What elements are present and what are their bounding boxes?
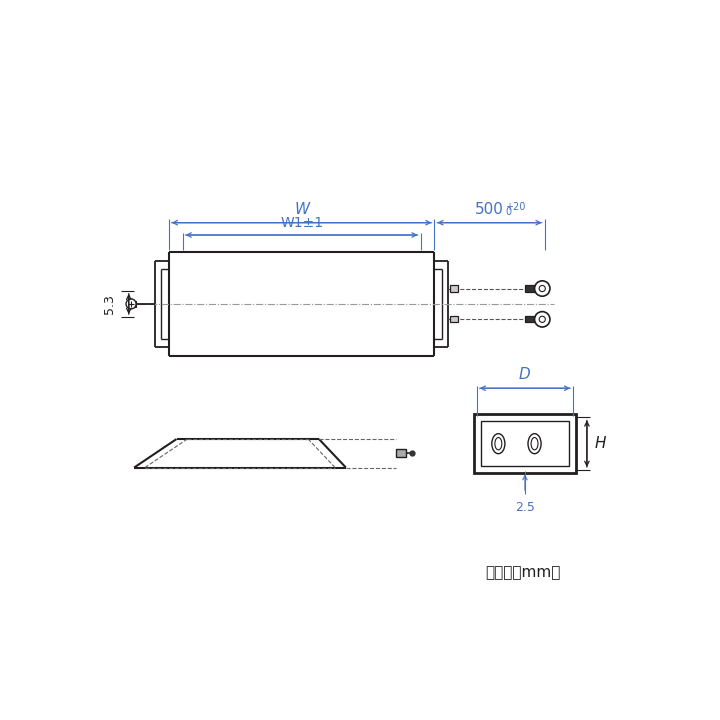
Bar [474,415,576,473]
Text: H: H [595,436,606,451]
Text: 2.5: 2.5 [515,500,535,513]
Bar [450,316,457,323]
Circle shape [534,281,550,296]
Ellipse shape [531,438,538,450]
Text: D: D [519,367,531,382]
Circle shape [534,312,550,327]
Bar [526,316,534,323]
Bar [450,285,457,292]
Bar [526,285,534,292]
Ellipse shape [528,433,541,454]
Text: 500: 500 [475,202,504,217]
Text: W: W [294,202,309,217]
Text: W1±1: W1±1 [280,217,323,230]
Ellipse shape [492,433,505,454]
Text: 0: 0 [505,207,511,217]
Text: （単位：mm）: （単位：mm） [485,565,561,580]
Text: 5.3: 5.3 [104,294,117,314]
Bar [481,421,570,466]
Bar [131,301,135,307]
Ellipse shape [495,438,502,450]
Text: +20: +20 [505,202,526,212]
Circle shape [539,285,545,292]
Circle shape [539,316,545,323]
Bar [396,449,406,457]
Circle shape [126,299,136,309]
